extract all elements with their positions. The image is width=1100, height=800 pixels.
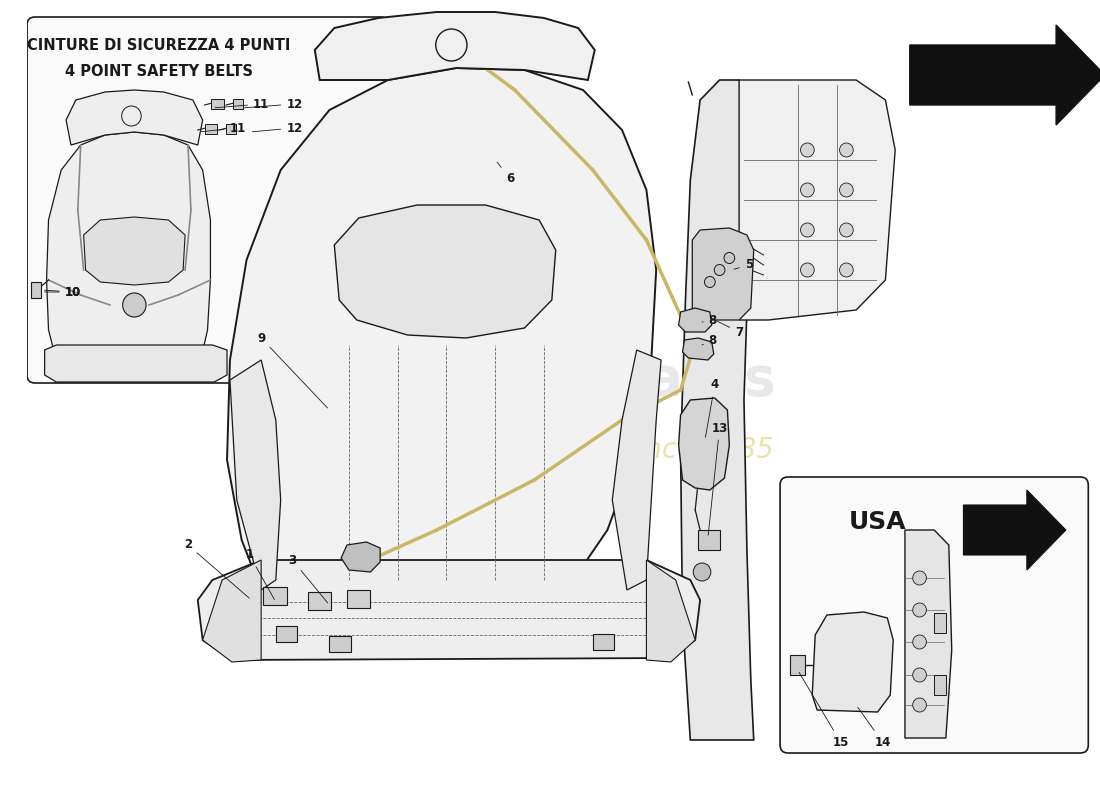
Polygon shape bbox=[198, 560, 700, 660]
Polygon shape bbox=[682, 338, 714, 360]
Text: 11: 11 bbox=[216, 98, 270, 110]
Text: 4 POINT SAFETY BELTS: 4 POINT SAFETY BELTS bbox=[65, 65, 253, 79]
Text: 8: 8 bbox=[702, 314, 717, 326]
Polygon shape bbox=[679, 308, 712, 332]
FancyBboxPatch shape bbox=[780, 477, 1088, 753]
Polygon shape bbox=[910, 25, 1100, 125]
Polygon shape bbox=[647, 560, 695, 662]
Text: 3: 3 bbox=[288, 554, 328, 603]
Circle shape bbox=[123, 293, 146, 317]
Polygon shape bbox=[46, 132, 210, 378]
Circle shape bbox=[913, 635, 926, 649]
Text: 7: 7 bbox=[717, 322, 744, 338]
Circle shape bbox=[839, 223, 854, 237]
Text: 10: 10 bbox=[44, 286, 81, 298]
Circle shape bbox=[704, 277, 715, 287]
Text: a passion for parts since 1985: a passion for parts since 1985 bbox=[354, 436, 773, 464]
Text: 6: 6 bbox=[497, 162, 514, 185]
Polygon shape bbox=[334, 205, 556, 338]
Text: CINTURE DI SICUREZZA 4 PUNTI: CINTURE DI SICUREZZA 4 PUNTI bbox=[28, 38, 290, 53]
Text: USA: USA bbox=[849, 510, 906, 534]
Text: 5: 5 bbox=[734, 258, 754, 271]
Bar bbox=[211, 99, 224, 109]
Circle shape bbox=[122, 106, 141, 126]
Circle shape bbox=[913, 603, 926, 617]
Text: 9: 9 bbox=[257, 331, 328, 408]
Text: eurocarspares: eurocarspares bbox=[351, 354, 777, 406]
Circle shape bbox=[801, 143, 814, 157]
Circle shape bbox=[724, 253, 735, 263]
Bar bbox=[263, 587, 286, 605]
Text: 10: 10 bbox=[44, 286, 81, 298]
Circle shape bbox=[714, 265, 725, 275]
Text: 8: 8 bbox=[702, 334, 717, 346]
Polygon shape bbox=[692, 228, 754, 320]
Polygon shape bbox=[613, 350, 661, 590]
Circle shape bbox=[839, 263, 854, 277]
Polygon shape bbox=[739, 80, 895, 320]
Circle shape bbox=[801, 183, 814, 197]
Bar bbox=[329, 636, 351, 652]
Text: 15: 15 bbox=[799, 672, 849, 749]
Text: 11: 11 bbox=[200, 122, 246, 134]
Bar bbox=[276, 626, 297, 642]
Polygon shape bbox=[964, 490, 1066, 570]
Text: 13: 13 bbox=[708, 422, 728, 535]
Polygon shape bbox=[230, 360, 280, 590]
Bar bbox=[233, 99, 243, 109]
Circle shape bbox=[839, 183, 854, 197]
Circle shape bbox=[839, 143, 854, 157]
Circle shape bbox=[801, 223, 814, 237]
Bar bbox=[790, 655, 805, 675]
FancyBboxPatch shape bbox=[28, 17, 389, 383]
Polygon shape bbox=[84, 217, 185, 285]
Bar bbox=[593, 634, 614, 650]
Polygon shape bbox=[45, 345, 227, 382]
Circle shape bbox=[801, 263, 814, 277]
Text: 12: 12 bbox=[244, 98, 303, 110]
Bar bbox=[934, 675, 946, 695]
Polygon shape bbox=[66, 90, 202, 145]
Polygon shape bbox=[341, 542, 381, 572]
Circle shape bbox=[436, 29, 468, 61]
Bar bbox=[346, 590, 371, 608]
Bar bbox=[308, 592, 331, 610]
Bar bbox=[934, 613, 946, 633]
Polygon shape bbox=[681, 80, 754, 740]
Bar bbox=[205, 124, 218, 134]
Text: 4: 4 bbox=[705, 378, 718, 438]
Polygon shape bbox=[905, 530, 952, 738]
Polygon shape bbox=[315, 12, 595, 80]
Circle shape bbox=[913, 668, 926, 682]
Circle shape bbox=[913, 571, 926, 585]
Text: 14: 14 bbox=[858, 707, 891, 749]
Polygon shape bbox=[202, 560, 261, 662]
Bar bbox=[31, 282, 41, 298]
Text: 1: 1 bbox=[245, 549, 274, 599]
Circle shape bbox=[913, 698, 926, 712]
Polygon shape bbox=[679, 398, 729, 490]
Text: 2: 2 bbox=[184, 538, 250, 598]
Circle shape bbox=[693, 563, 711, 581]
Bar bbox=[698, 530, 719, 550]
Polygon shape bbox=[227, 68, 657, 615]
Bar bbox=[226, 124, 235, 134]
Text: 12: 12 bbox=[252, 122, 302, 134]
Polygon shape bbox=[812, 612, 893, 712]
